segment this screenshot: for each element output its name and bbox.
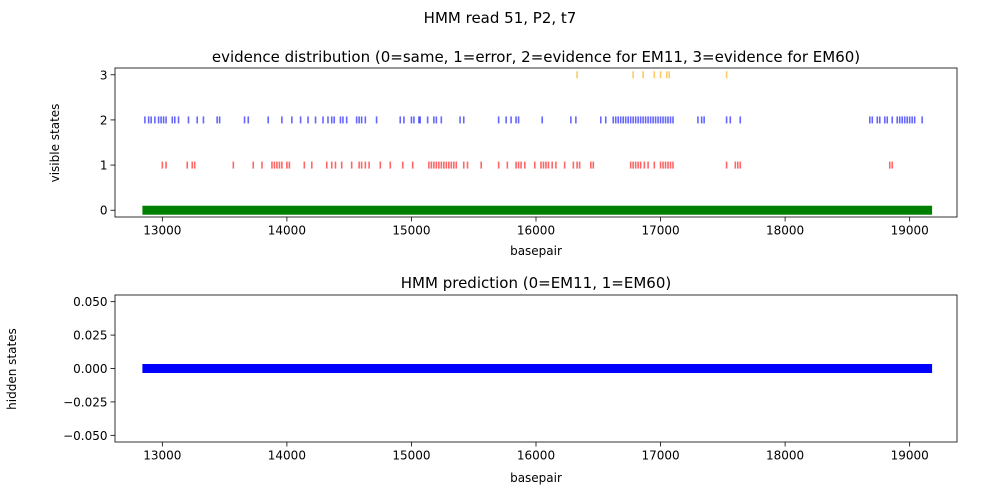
prediction-xtick-label-5: 18000 [766, 449, 804, 463]
evidence-xtick-label-4: 17000 [641, 224, 679, 238]
prediction-ytick-label-3: 0.025 [73, 329, 107, 343]
prediction-xtick-label-2: 15000 [392, 449, 430, 463]
prediction-xtick-label-4: 17000 [641, 449, 679, 463]
evidence-xtick-label-1: 14000 [268, 224, 306, 238]
prediction-xtick-label-1: 14000 [268, 449, 306, 463]
prediction-chart-title: HMM prediction (0=EM11, 1=EM60) [401, 274, 671, 292]
prediction-chart-xlabel: basepair [510, 471, 562, 485]
evidence-state-0-band [142, 205, 933, 215]
evidence-xtick-label-3: 16000 [517, 224, 555, 238]
evidence-chart-title: evidence distribution (0=same, 1=error, … [212, 48, 860, 66]
prediction-ytick-label-0: −0.050 [63, 429, 107, 443]
prediction-chart-ylabel: hidden states [5, 328, 19, 410]
evidence-chart-ylabel: visible states [48, 104, 62, 183]
evidence-distribution-chart: evidence distribution (0=same, 1=error, … [48, 48, 958, 258]
figure-suptitle: HMM read 51, P2, t7 [424, 9, 577, 27]
evidence-xtick-label-6: 19000 [891, 224, 929, 238]
prediction-ytick-label-1: −0.025 [63, 395, 107, 409]
prediction-xtick-label-0: 13000 [143, 449, 181, 463]
evidence-ytick-label-3: 3 [100, 68, 108, 82]
prediction-ytick-label-4: 0.050 [73, 295, 107, 309]
prediction-xtick-label-6: 19000 [891, 449, 929, 463]
prediction-ytick-label-2: 0.000 [73, 362, 107, 376]
evidence-xtick-label-0: 13000 [143, 224, 181, 238]
prediction-xtick-label-3: 16000 [517, 449, 555, 463]
evidence-ytick-label-0: 0 [100, 204, 108, 218]
evidence-chart-xlabel: basepair [510, 244, 562, 258]
evidence-axes-frame [114, 67, 958, 218]
evidence-ytick-label-2: 2 [100, 113, 108, 127]
hmm-prediction-chart: HMM prediction (0=EM11, 1=EM60) 13000 140… [5, 274, 958, 485]
prediction-state-0-band [142, 364, 933, 373]
evidence-ytick-label-1: 1 [100, 159, 108, 173]
evidence-xtick-label-2: 15000 [392, 224, 430, 238]
evidence-xtick-label-5: 18000 [766, 224, 804, 238]
